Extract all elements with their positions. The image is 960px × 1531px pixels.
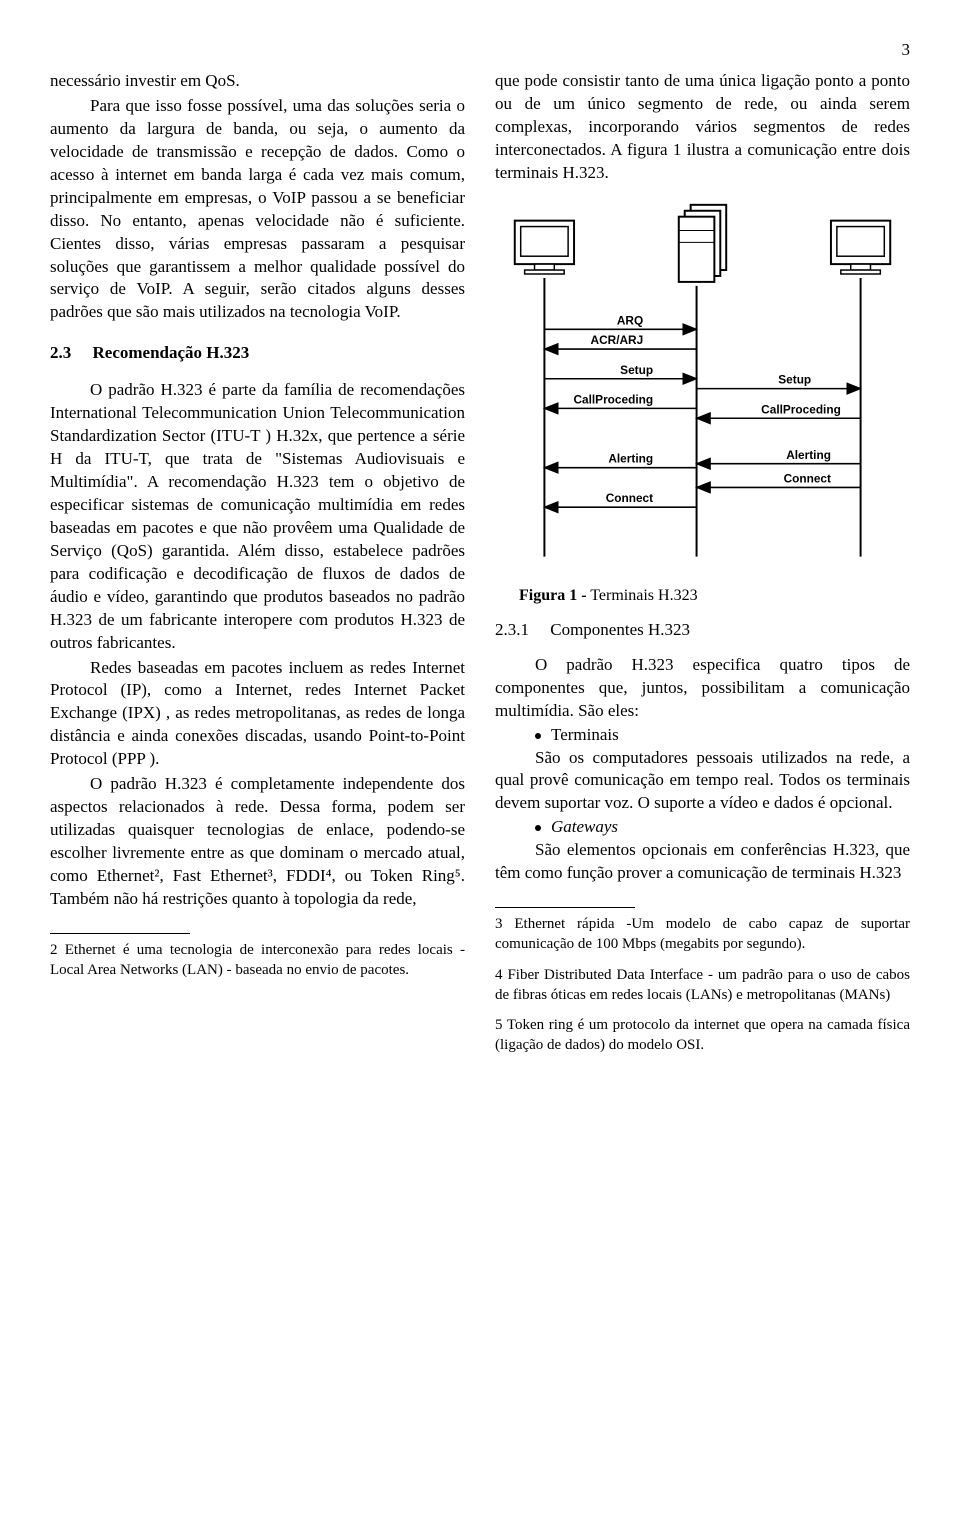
bullet-terminais: Terminais xyxy=(535,725,910,745)
subsection-title: Componentes H.323 xyxy=(550,620,690,639)
footnote-5: 5 Token ring é um protocolo da internet … xyxy=(495,1015,910,1056)
left-footnotes: 2 Ethernet é uma tecnologia de intercone… xyxy=(50,940,465,981)
label-setup-l: Setup xyxy=(620,362,653,376)
right-footnotes: 3 Ethernet rápida -Um modelo de cabo cap… xyxy=(495,914,910,1056)
right-para-3: São os computadores pessoais utilizados … xyxy=(495,747,910,816)
bullet-1-text: Terminais xyxy=(551,725,619,744)
label-arq: ARQ xyxy=(617,313,643,327)
footnote-separator xyxy=(495,907,635,908)
left-para-5: O padrão H.323 é completamente independe… xyxy=(50,773,465,911)
section-heading: 2.3 Recomendação H.323 xyxy=(50,342,465,365)
section-title: Recomendação H.323 xyxy=(93,343,250,362)
left-column: necessário investir em QoS. Para que iss… xyxy=(50,70,465,1066)
left-para-4: Redes baseadas em pacotes incluem as red… xyxy=(50,657,465,772)
label-acr-arj: ACR/ARJ xyxy=(591,333,644,347)
bullet-icon xyxy=(535,733,541,739)
figure-caption-bold: Figura 1 - xyxy=(519,587,587,604)
bullet-2-text: Gateways xyxy=(551,817,618,836)
label-alerting-r: Alerting xyxy=(786,447,831,461)
footnote-4: 4 Fiber Distributed Data Interface - um … xyxy=(495,965,910,1006)
subsection-number: 2.3.1 xyxy=(495,620,529,639)
right-para-4: São elementos opcionais em conferências … xyxy=(495,839,910,885)
figure-1: ARQ ACR/ARJ Setup Setup CallProceding Ca… xyxy=(495,191,910,571)
right-para-1: que pode consistir tanto de uma única li… xyxy=(495,70,910,185)
section-number: 2.3 xyxy=(50,343,71,362)
right-column: que pode consistir tanto de uma única li… xyxy=(495,70,910,1066)
left-para-3: O padrão H.323 é parte da família de rec… xyxy=(50,379,465,654)
left-para-2: Para que isso fosse possível, uma das so… xyxy=(50,95,465,324)
label-connect-r: Connect xyxy=(784,471,831,485)
subsection-heading: 2.3.1 Componentes H.323 xyxy=(495,619,910,642)
sequence-diagram-svg: ARQ ACR/ARJ Setup Setup CallProceding Ca… xyxy=(495,191,910,566)
bullet-gateways: Gateways xyxy=(535,817,910,837)
label-setup-r: Setup xyxy=(778,372,811,386)
footnote-3: 3 Ethernet rápida -Um modelo de cabo cap… xyxy=(495,914,910,955)
page-number: 3 xyxy=(50,40,910,60)
label-connect-l: Connect xyxy=(606,491,653,505)
bullet-icon xyxy=(535,825,541,831)
footnote-separator xyxy=(50,933,190,934)
figure-1-caption: Figura 1 - Terminais H.323 xyxy=(519,585,910,607)
label-callproc-r: CallProceding xyxy=(761,402,841,416)
label-callproc-l: CallProceding xyxy=(573,392,653,406)
figure-caption-rest: Terminais H.323 xyxy=(587,587,698,604)
footnote-2: 2 Ethernet é uma tecnologia de intercone… xyxy=(50,940,465,981)
right-para-2: O padrão H.323 especifica quatro tipos d… xyxy=(495,654,910,723)
two-column-layout: necessário investir em QoS. Para que iss… xyxy=(50,70,910,1066)
left-para-1: necessário investir em QoS. xyxy=(50,70,465,93)
label-alerting-l: Alerting xyxy=(608,451,653,465)
